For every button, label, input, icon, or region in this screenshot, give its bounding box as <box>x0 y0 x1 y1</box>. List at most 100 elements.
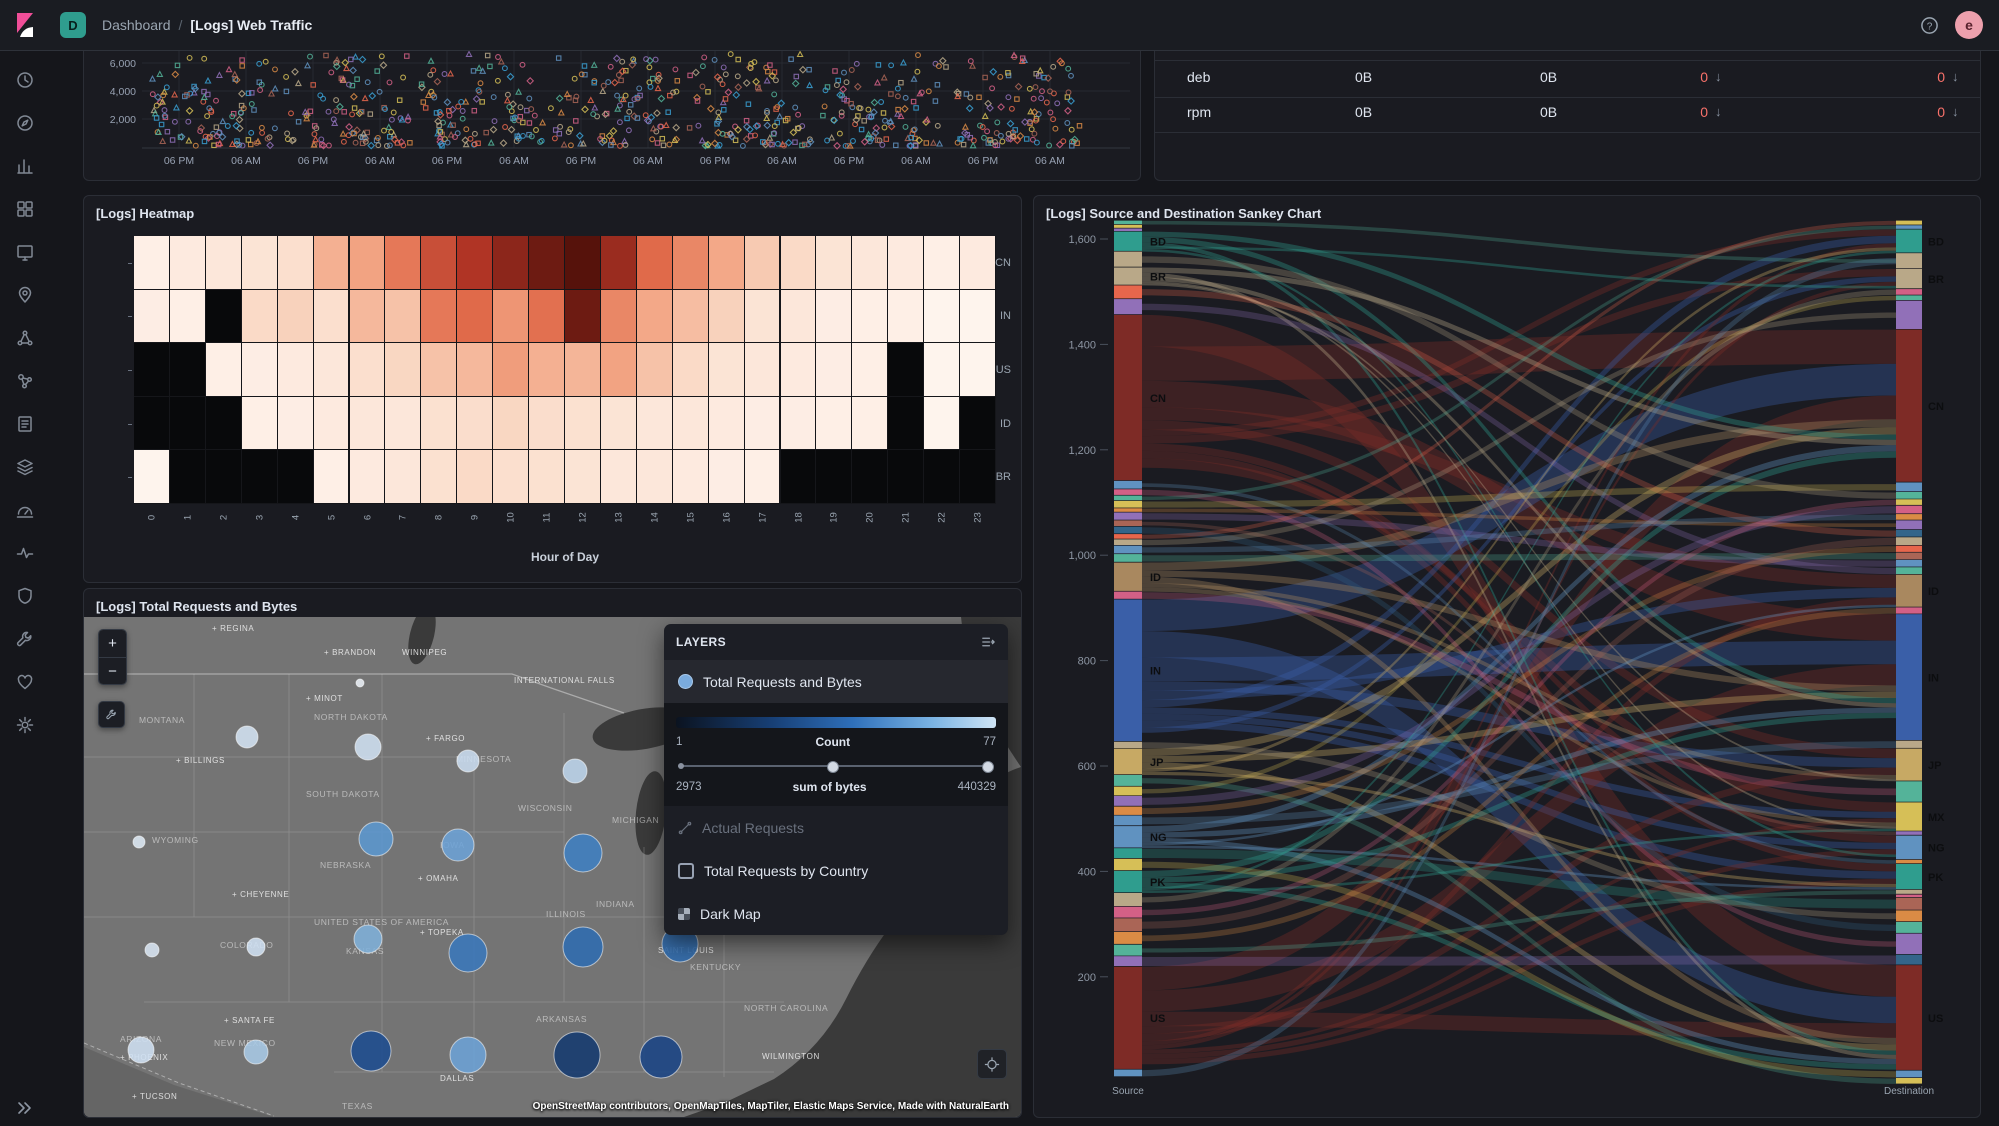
heatmap-cell <box>493 289 529 343</box>
heatmap-cell <box>421 450 457 503</box>
heatmap-cell <box>960 450 995 503</box>
svg-text:+ MINOT: + MINOT <box>306 694 343 703</box>
sidebar-item-canvas[interactable] <box>0 230 50 273</box>
svg-text:06 PM: 06 PM <box>834 155 864 167</box>
sidebar-item-security[interactable] <box>0 574 50 617</box>
heatmap-cell <box>708 396 744 450</box>
heatmap-cell <box>816 343 852 396</box>
sidebar-item-maps[interactable] <box>0 273 50 316</box>
heatmap-cell <box>313 450 349 503</box>
visualize-icon <box>15 156 35 176</box>
svg-text:WYOMING: WYOMING <box>152 835 199 845</box>
svg-text:NORTH CAROLINA: NORTH CAROLINA <box>744 1003 828 1013</box>
heatmap-cell <box>672 450 708 503</box>
layer-item-total-requests-and-bytes[interactable]: Total Requests and Bytes <box>664 660 1008 703</box>
breadcrumb-dashboard[interactable]: Dashboard <box>102 17 171 33</box>
sidebar-item-logs[interactable] <box>0 402 50 445</box>
heatmap-row-label: CN <box>995 256 1011 269</box>
collapse-nav-icon[interactable] <box>14 1098 34 1118</box>
heatmap-cell <box>349 236 385 289</box>
heatmap-cell <box>816 289 852 343</box>
svg-text:PK: PK <box>1150 877 1165 889</box>
layer-item-actual-requests[interactable]: Actual Requests <box>664 806 1008 849</box>
sidebar-item-uptime[interactable] <box>0 531 50 574</box>
sankey-links <box>1142 220 1896 1084</box>
heatmap-column-label: 3 <box>254 514 266 521</box>
svg-text:+ REGINA: + REGINA <box>212 624 254 633</box>
heatmap-row-label: BR <box>995 471 1011 484</box>
sidebar-item-recent[interactable] <box>0 58 50 101</box>
svg-text:1,600: 1,600 <box>1068 234 1096 246</box>
svg-text:6,000: 6,000 <box>110 58 136 70</box>
crosshair-locate-button[interactable] <box>977 1049 1007 1079</box>
svg-text:BD: BD <box>1150 237 1166 249</box>
heatmap-row-label: ID <box>1000 417 1011 430</box>
sidebar-item-monitoring[interactable] <box>0 660 50 703</box>
sidebar-item-discover[interactable] <box>0 101 50 144</box>
sidebar-item-management[interactable] <box>0 703 50 746</box>
help-icon[interactable]: ? <box>1920 16 1939 35</box>
kibana-logo[interactable] <box>0 0 50 50</box>
layer-item-dark-map[interactable]: Dark Map <box>664 892 1008 935</box>
svg-text:CN: CN <box>1150 393 1166 405</box>
sidebar-item-visualize[interactable] <box>0 144 50 187</box>
bytes-range-slider[interactable] <box>678 759 994 773</box>
heatmap-cell <box>708 289 744 343</box>
heatmap-cell <box>169 343 205 396</box>
svg-text:NG: NG <box>1928 843 1945 855</box>
map-attribution[interactable]: OpenStreetMap contributors, OpenMapTiles… <box>532 1101 1009 1112</box>
sidebar-item-graph[interactable] <box>0 359 50 402</box>
top-navigation-bar: D Dashboard / [Logs] Web Traffic ? e <box>0 0 1999 51</box>
svg-text:800: 800 <box>1078 656 1096 668</box>
user-avatar[interactable]: e <box>1955 11 1983 39</box>
heatmap-cell <box>349 396 385 450</box>
sidebar-item-dashboard[interactable] <box>0 187 50 230</box>
axis-tick <box>128 477 132 479</box>
map-tools-button[interactable] <box>98 701 125 728</box>
recent-icon <box>15 70 35 90</box>
heatmap-cell <box>636 343 672 396</box>
svg-text:MONTANA: MONTANA <box>139 715 185 725</box>
heatmap-cell <box>744 343 780 396</box>
heatmap-cell <box>780 396 816 450</box>
heatmap-cell <box>816 450 852 503</box>
scatter-points <box>148 50 1083 150</box>
sidebar-item-metrics[interactable] <box>0 445 50 488</box>
layers-list-icon[interactable] <box>980 634 996 650</box>
sidebar-item-dev-tools[interactable] <box>0 617 50 660</box>
heatmap-column-label: 4 <box>290 514 302 521</box>
heatmap-panel: [Logs] Heatmap 0 1 2 3 4 5 6 7 8 9 10 11 12 13 14 15 16 1… <box>83 195 1022 583</box>
wrench-icon <box>106 709 116 720</box>
layer-item-total-requests-by-country[interactable]: Total Requests by Country <box>664 849 1008 892</box>
heatmap-cell <box>134 343 169 396</box>
heatmap-cell <box>600 343 636 396</box>
heatmap-cell <box>636 450 672 503</box>
heatmap-cell <box>385 289 421 343</box>
space-badge[interactable]: D <box>60 12 86 38</box>
svg-text:BR: BR <box>1928 274 1944 286</box>
heatmap-cell <box>134 396 169 450</box>
heatmap-cell <box>457 450 493 503</box>
heatmap-cell <box>960 289 995 343</box>
count-metric-label: Count <box>815 735 851 749</box>
sidebar-item-apm[interactable] <box>0 488 50 531</box>
cell-count: 0 <box>1937 104 1945 120</box>
management-icon <box>15 715 35 735</box>
svg-text:JP: JP <box>1928 760 1941 772</box>
svg-text:MICHIGAN: MICHIGAN <box>612 815 659 825</box>
machine-learning-icon <box>15 328 35 348</box>
heatmap-cell <box>529 450 564 503</box>
svg-text:06 AM: 06 AM <box>1035 155 1065 167</box>
svg-text:200: 200 <box>1078 972 1096 984</box>
heatmap-column-label: 6 <box>362 514 373 521</box>
heatmap-column-label: 12 <box>577 512 589 523</box>
sidebar-item-machine-learning[interactable] <box>0 316 50 359</box>
heatmap-cell <box>672 396 708 450</box>
heatmap-cell <box>205 343 241 396</box>
map-zoom-in-button[interactable]: + <box>99 630 126 657</box>
map-canvas[interactable]: + REGINA + BRANDON WINNIPEG + MINOT INTERNAT… <box>84 617 1021 1117</box>
layers-panel: LAYERS Total Requests and Bytes 1 Co <box>664 624 1008 935</box>
maps-icon <box>15 285 35 305</box>
heatmap-cell <box>457 236 493 289</box>
map-zoom-out-button[interactable]: − <box>99 657 126 684</box>
